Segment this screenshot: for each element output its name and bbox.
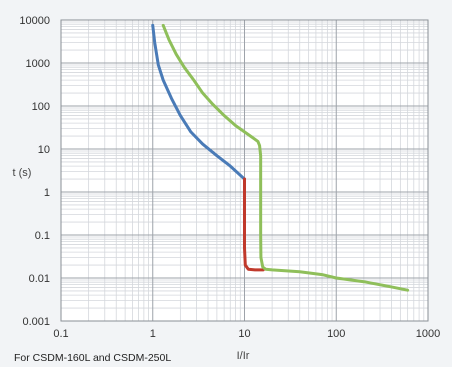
plot-border: [60, 19, 429, 322]
y-tick-label: 0.001: [22, 316, 50, 328]
major-grid: [60, 19, 429, 322]
chart-caption: For CSDM-160L and CSDM-250L: [14, 352, 171, 364]
x-tick-label: 0.1: [53, 328, 68, 340]
x-tick-label: 1000: [416, 328, 440, 340]
y-tick-labels: 0.001 0.01 0.1 1 10 100 1000 10000: [19, 15, 50, 328]
x-axis-title: I/Ir: [237, 350, 250, 362]
x-tick-label: 100: [327, 328, 345, 340]
y-tick-label: 100: [32, 101, 50, 113]
y-tick-label: 10000: [19, 15, 50, 27]
series-line-1: [151, 23, 246, 181]
series-line-2: [243, 177, 265, 272]
x-tick-label: 1: [150, 328, 156, 340]
y-tick-label: 0.1: [35, 230, 50, 242]
series-line-3: [161, 23, 410, 292]
y-tick-label: 10: [38, 144, 50, 156]
y-tick-label: 0.01: [29, 273, 50, 285]
series-layer: [151, 23, 410, 292]
y-tick-label: 1000: [26, 58, 50, 70]
x-tick-label: 10: [238, 328, 250, 340]
x-tick-labels: 0.1 1 10 100 1000: [53, 328, 440, 340]
y-tick-label: 1: [44, 187, 50, 199]
y-axis-title: t (s): [13, 167, 32, 179]
